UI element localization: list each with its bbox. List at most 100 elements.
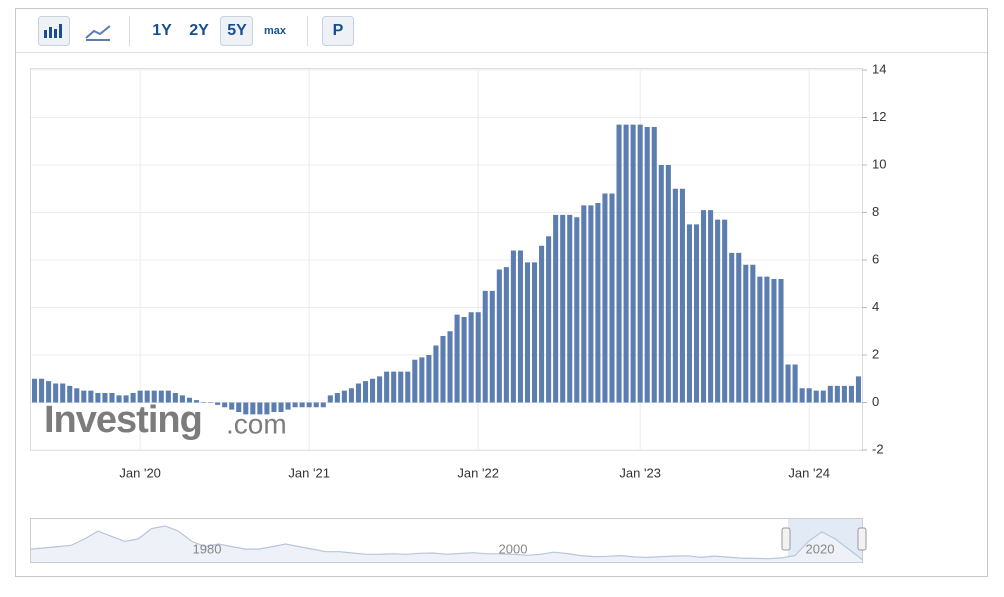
bar	[581, 205, 587, 403]
bar	[813, 390, 819, 403]
bar	[116, 395, 122, 403]
range-button[interactable]: 5Y	[227, 22, 247, 39]
range-button[interactable]: P	[333, 22, 344, 39]
bar	[285, 402, 291, 410]
bar	[81, 390, 87, 403]
bar	[454, 314, 460, 403]
bar	[715, 219, 721, 403]
bar	[215, 402, 221, 405]
bar	[841, 385, 847, 403]
bar	[419, 357, 425, 403]
bar	[109, 393, 115, 403]
bar	[799, 388, 805, 403]
bar	[609, 193, 615, 403]
range-button[interactable]: 1Y	[152, 22, 172, 39]
bar	[679, 188, 685, 403]
bar	[433, 345, 439, 403]
navigator-line	[30, 525, 863, 560]
bar	[67, 385, 73, 403]
bar	[820, 390, 826, 403]
bar	[630, 124, 636, 403]
bar	[151, 390, 157, 403]
bar	[665, 165, 671, 403]
bar	[482, 290, 488, 403]
bar	[412, 359, 418, 403]
range-button[interactable]: 2Y	[189, 22, 209, 39]
bar	[398, 371, 404, 403]
y-tick-label: 14	[872, 61, 886, 76]
bar	[208, 402, 214, 403]
navigator-label: 2020	[806, 541, 835, 556]
x-tick-label: Jan '21	[288, 465, 330, 480]
bar	[510, 250, 516, 403]
bar	[517, 250, 523, 403]
bar	[123, 395, 129, 403]
bar	[243, 402, 249, 415]
bar	[172, 393, 178, 403]
bar	[440, 336, 446, 403]
navigator-handle[interactable]	[857, 527, 867, 551]
bar	[489, 290, 495, 403]
p-button-bg	[322, 16, 354, 46]
bar	[370, 378, 376, 403]
bar	[785, 364, 791, 403]
bar	[686, 224, 692, 403]
bar	[355, 383, 362, 403]
bar	[130, 393, 136, 403]
y-tick-label: 12	[872, 109, 886, 124]
bar	[158, 390, 164, 403]
bar	[229, 402, 235, 410]
bar	[672, 188, 678, 403]
bar	[299, 402, 305, 408]
y-tick-label: 0	[872, 394, 879, 409]
bar	[503, 267, 509, 403]
bar	[88, 390, 94, 403]
bar	[475, 312, 481, 403]
bar	[778, 279, 784, 403]
bar	[327, 395, 333, 403]
bar	[764, 276, 770, 403]
bar	[292, 402, 298, 408]
x-tick-label: Jan '24	[788, 465, 830, 480]
bar	[834, 385, 840, 403]
bar	[193, 400, 200, 403]
bar	[236, 402, 242, 412]
bar	[31, 378, 38, 403]
bar	[602, 193, 608, 403]
bar	[546, 236, 552, 403]
bar	[137, 390, 143, 403]
bar-chart-button[interactable]	[38, 16, 70, 46]
bar	[405, 371, 411, 403]
bar	[651, 127, 657, 403]
bar	[736, 252, 742, 403]
line-chart-button[interactable]	[85, 25, 111, 41]
bar	[539, 245, 545, 403]
range-button[interactable]: max	[264, 25, 287, 37]
bar	[377, 376, 383, 403]
bar	[553, 214, 559, 403]
bar	[701, 210, 707, 403]
bar	[637, 124, 643, 403]
y-tick-label: 10	[872, 156, 886, 171]
bar	[39, 378, 45, 403]
bar	[334, 393, 340, 403]
x-tick-label: Jan '23	[619, 465, 661, 480]
bar	[341, 390, 347, 403]
bar	[560, 214, 566, 403]
bar	[616, 124, 622, 403]
x-tick-label: Jan '22	[457, 465, 499, 480]
navigator-handle[interactable]	[781, 527, 791, 551]
bar	[468, 312, 474, 403]
bar	[848, 385, 854, 403]
bar	[461, 317, 467, 403]
bar	[165, 390, 171, 403]
x-tick-label: Jan '20	[119, 465, 161, 480]
bar	[722, 219, 728, 403]
bar	[729, 252, 735, 403]
bar	[201, 402, 207, 403]
bar	[60, 383, 66, 403]
bar	[771, 279, 777, 403]
bar	[362, 381, 369, 403]
bar	[623, 124, 629, 403]
